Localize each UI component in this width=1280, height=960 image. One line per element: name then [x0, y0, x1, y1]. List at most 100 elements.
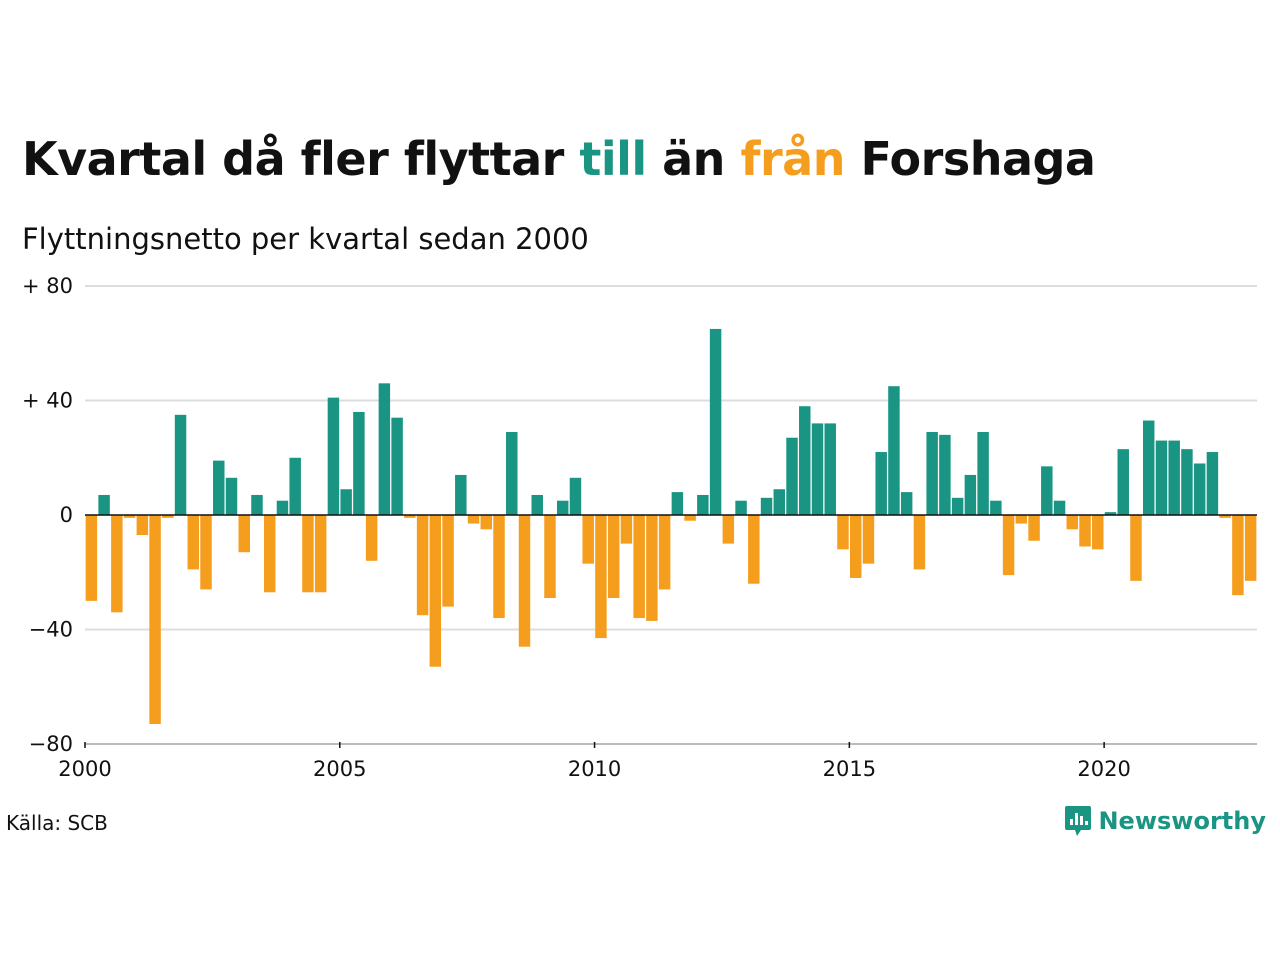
bar-2014Q2	[811, 423, 824, 515]
bar-2017Q4	[990, 500, 1002, 515]
bar-2005Q4	[378, 383, 391, 515]
bar-2001Q2	[149, 515, 161, 724]
bar-2001Q3	[162, 515, 174, 518]
x-tick-label: 2010	[568, 757, 621, 781]
title-word-till: till	[579, 132, 647, 186]
bar-2000Q3	[111, 515, 123, 613]
x-tick-label: 2005	[313, 757, 366, 781]
bar-2010Q4	[633, 515, 645, 619]
bar-2021Q3	[1181, 449, 1193, 515]
bar-2003Q2	[251, 494, 263, 515]
bar-2003Q1	[238, 515, 250, 553]
bar-2002Q3	[213, 460, 225, 515]
bar-2012Q4	[735, 500, 747, 515]
chart-subtitle: Flyttningsnetto per kvartal sedan 2000	[22, 222, 589, 256]
x-tick-label: 2015	[823, 757, 876, 781]
brand-name: Newsworthy	[1098, 807, 1266, 835]
bar-2006Q2	[404, 515, 416, 518]
bar-2020Q1	[1104, 512, 1117, 515]
bar-2008Q4	[531, 494, 543, 515]
bar-2005Q3	[365, 515, 378, 561]
bar-2021Q4	[1193, 463, 1206, 515]
bar-2007Q1	[442, 515, 454, 607]
bar-2015Q3	[875, 452, 887, 515]
bar-2008Q2	[506, 431, 518, 515]
bar-2011Q1	[646, 515, 658, 621]
newsworthy-logo-icon	[1065, 806, 1092, 836]
bar-2013Q2	[760, 497, 773, 515]
bar-2004Q2	[302, 515, 314, 593]
y-tick-label: 0	[60, 503, 73, 527]
title-part-1: Kvartal då fler flyttar	[22, 132, 580, 186]
bar-2016Q3	[926, 431, 938, 515]
bar-2000Q1	[85, 515, 98, 601]
bar-2001Q1	[136, 515, 149, 536]
bar-2001Q4	[174, 414, 187, 515]
bar-2009Q1	[544, 515, 556, 599]
bar-2006Q3	[416, 515, 429, 616]
bar-2011Q3	[671, 492, 684, 515]
bar-2016Q4	[939, 434, 951, 515]
bar-2004Q1	[289, 457, 301, 515]
bar-2017Q2	[964, 474, 977, 515]
chart-title: Kvartal då fler flyttar till än från For…	[22, 132, 1096, 186]
x-tick-label: 2000	[58, 757, 111, 781]
bar-2014Q3	[824, 423, 836, 515]
bar-2019Q2	[1066, 515, 1079, 530]
bar-2016Q1	[900, 492, 913, 515]
bar-2006Q4	[429, 515, 442, 667]
bar-2022Q2	[1219, 515, 1231, 518]
bar-2015Q2	[862, 515, 875, 564]
bar-2008Q3	[518, 515, 531, 647]
bar-2022Q1	[1206, 452, 1219, 515]
bar-2014Q4	[837, 515, 849, 550]
bar-2007Q2	[455, 474, 467, 515]
bar-2005Q1	[340, 489, 352, 515]
bar-2021Q2	[1168, 440, 1180, 515]
brand-logo: Newsworthy	[1064, 804, 1266, 838]
bar-2018Q1	[1002, 515, 1015, 576]
bar-2007Q4	[480, 515, 493, 530]
source-label: Källa: SCB	[6, 811, 108, 835]
bar-2019Q1	[1053, 500, 1066, 515]
bar-2017Q3	[977, 431, 989, 515]
title-word-fran: från	[740, 132, 845, 186]
y-tick-label: + 40	[22, 389, 73, 413]
bar-2018Q3	[1028, 515, 1040, 541]
bar-2020Q4	[1142, 420, 1155, 515]
bar-2012Q3	[722, 515, 735, 544]
bar-2016Q2	[913, 515, 926, 570]
bar-2009Q2	[556, 500, 569, 515]
bar-2002Q2	[200, 515, 212, 590]
bar-2009Q3	[569, 477, 582, 515]
bar-2019Q4	[1092, 515, 1104, 550]
bar-2018Q4	[1041, 466, 1053, 515]
bar-2015Q1	[849, 515, 862, 578]
bar-2007Q3	[467, 515, 480, 524]
bar-2011Q4	[684, 515, 696, 521]
y-tick-label: −40	[29, 618, 73, 642]
bar-2009Q4	[582, 515, 594, 564]
bar-2018Q2	[1015, 515, 1028, 524]
bar-2021Q1	[1155, 440, 1168, 515]
bar-2017Q1	[951, 497, 964, 515]
bar-2012Q2	[709, 328, 722, 515]
bar-2010Q1	[595, 515, 607, 639]
bar-2010Q3	[620, 515, 633, 544]
bar-2014Q1	[799, 406, 811, 515]
bar-2002Q1	[187, 515, 200, 570]
bar-2020Q3	[1130, 515, 1142, 581]
grid-layer	[85, 285, 1257, 745]
x-tick-label: 2020	[1077, 757, 1130, 781]
bar-2012Q1	[697, 494, 709, 515]
y-tick-label: −80	[29, 732, 73, 756]
title-part-3: än	[646, 132, 741, 186]
bar-2006Q1	[391, 417, 403, 515]
bar-2008Q1	[493, 515, 505, 619]
bar-2022Q4	[1244, 515, 1257, 581]
bars-layer	[85, 328, 1257, 724]
bar-2003Q4	[276, 500, 289, 515]
bar-2019Q3	[1079, 515, 1091, 547]
